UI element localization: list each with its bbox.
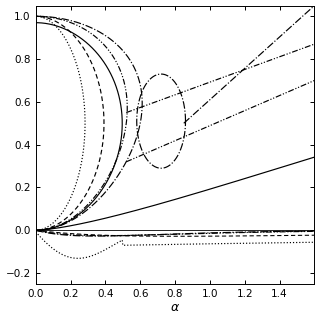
X-axis label: α: α	[171, 301, 179, 315]
